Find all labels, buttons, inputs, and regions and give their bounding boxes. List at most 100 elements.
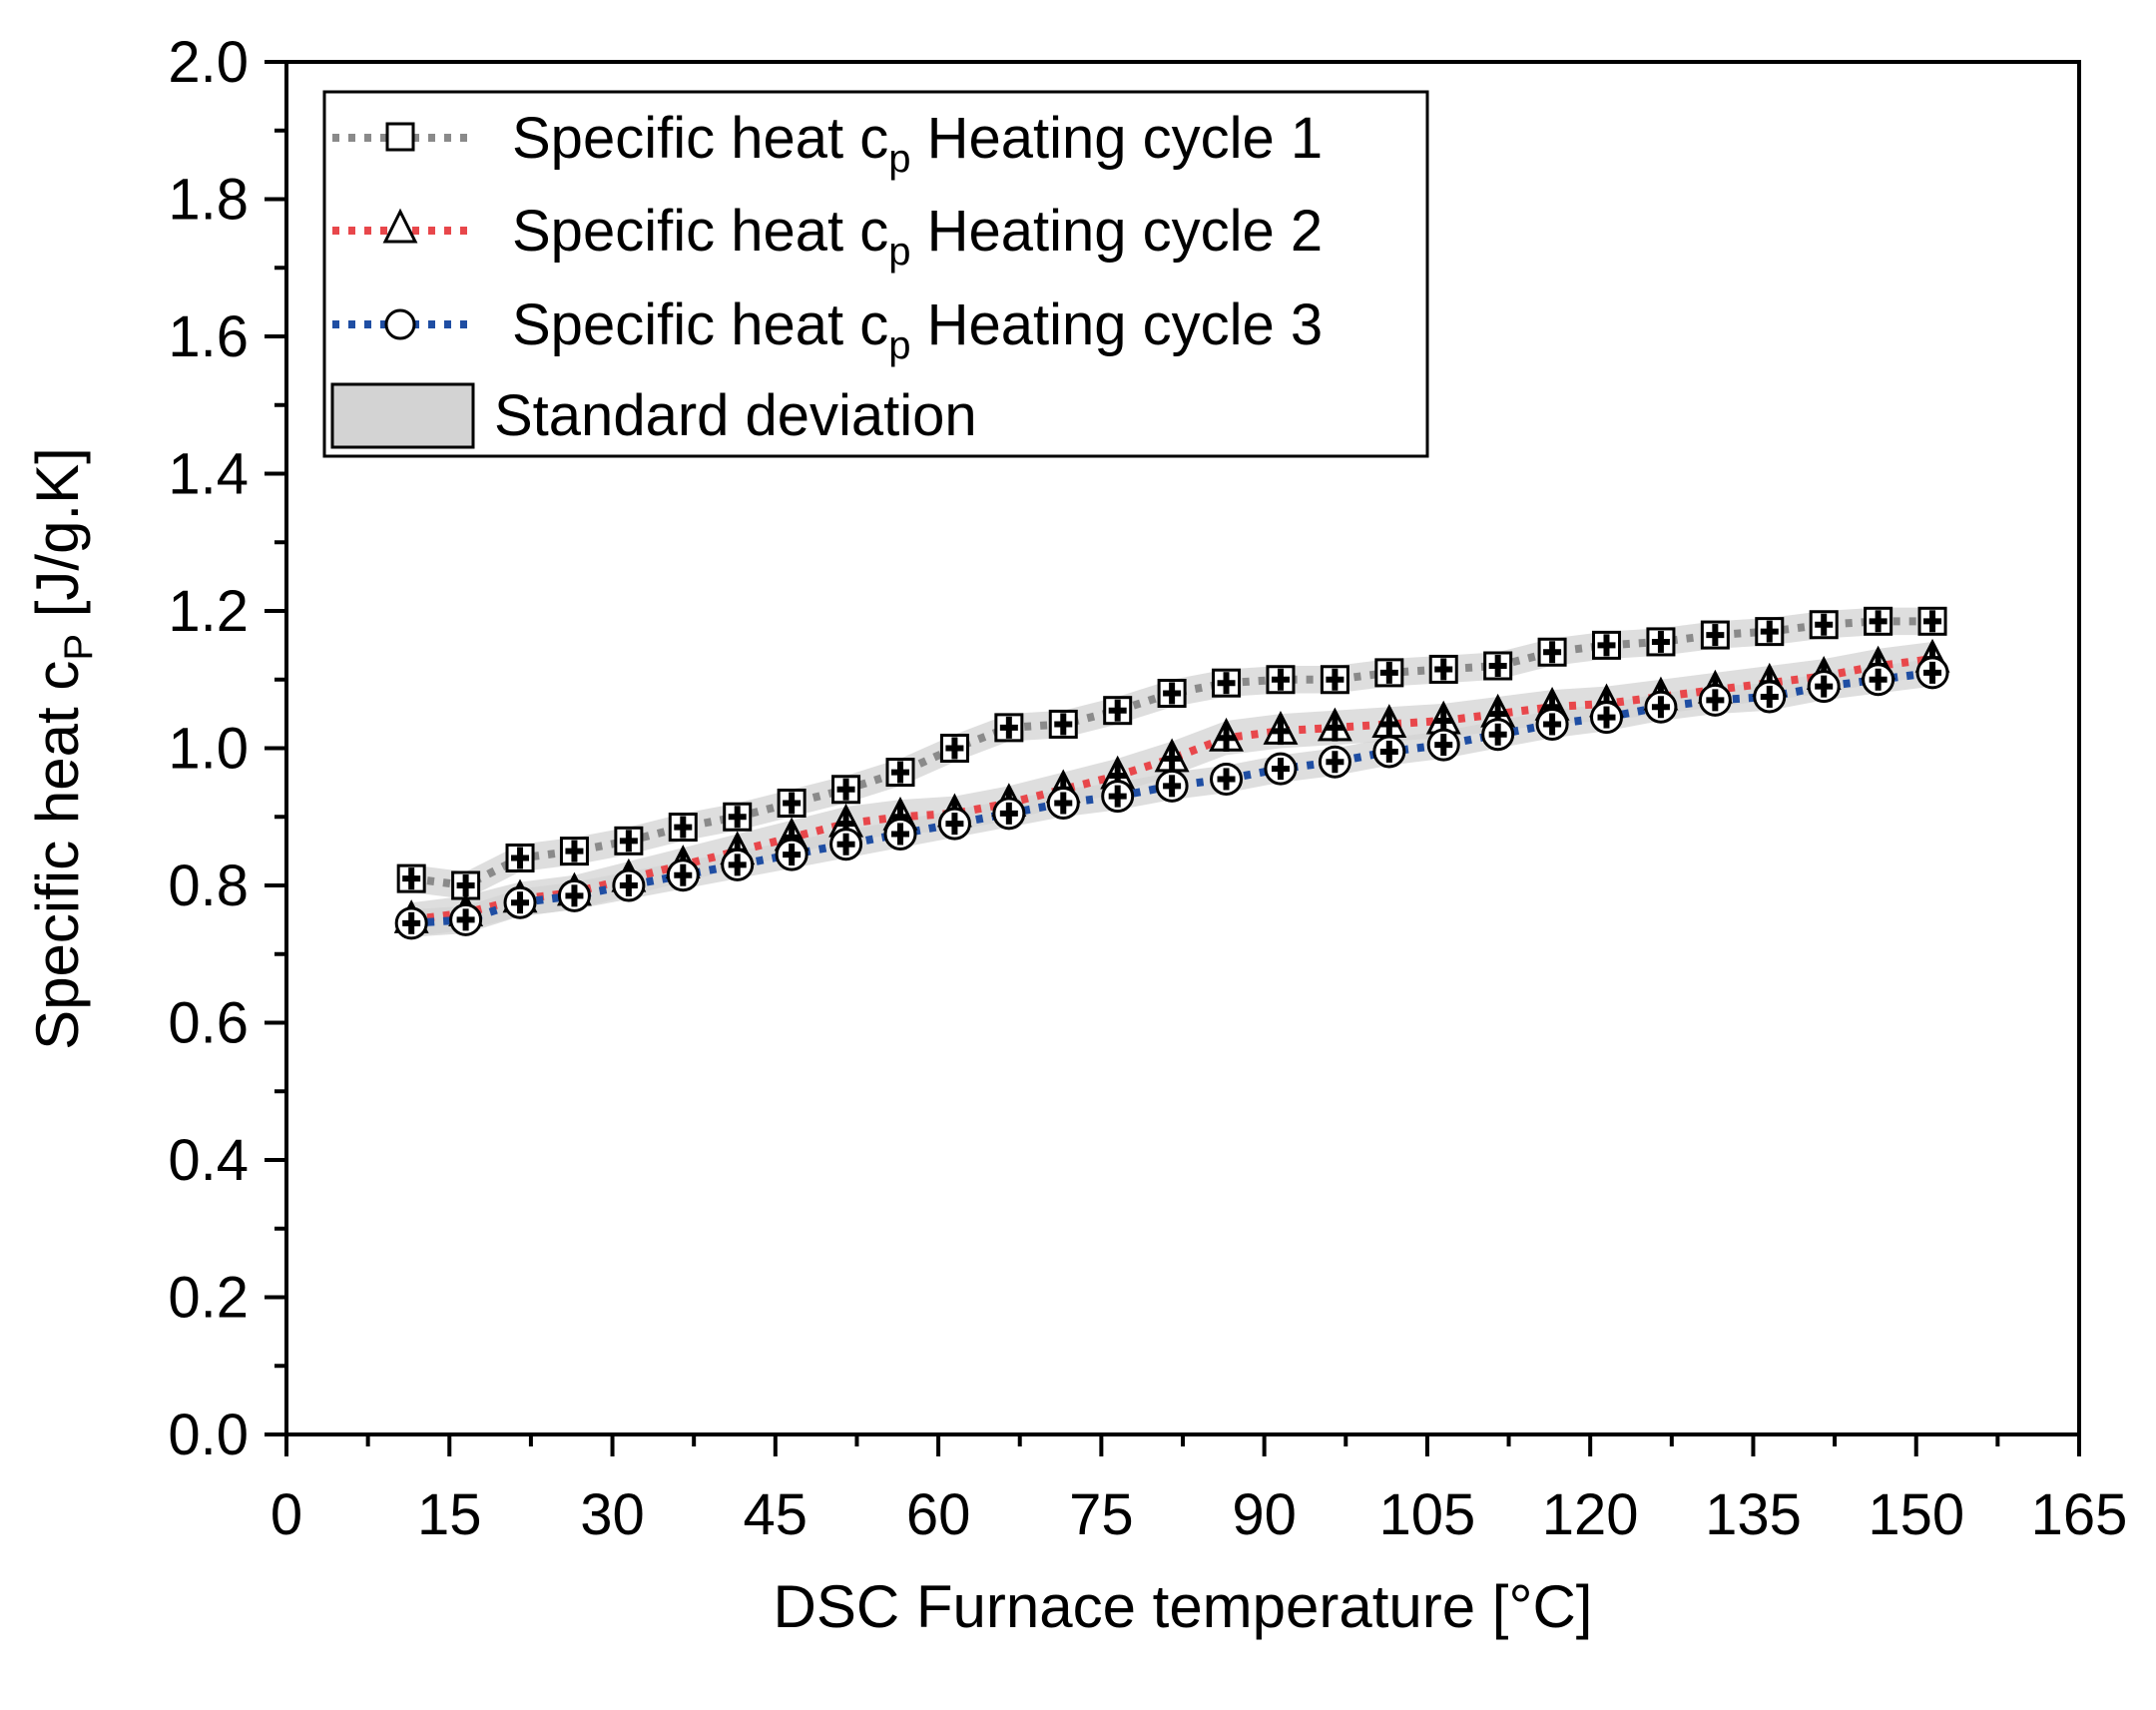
data-point-cycle-1 — [994, 713, 1024, 743]
legend-triangle-marker — [382, 208, 418, 244]
data-point-cycle-3 — [721, 848, 755, 881]
series-line-cycle-3 — [410, 668, 1933, 927]
y-tick-label: 0.6 — [168, 991, 249, 1056]
data-point-cycle-3 — [829, 828, 863, 861]
data-point-cycle-3 — [1426, 728, 1460, 762]
x-tick-label: 90 — [1232, 1482, 1297, 1547]
data-point-cycle-3 — [775, 838, 808, 871]
legend-label-cycle-2: Specific heat cp Heating cycle 2 — [512, 199, 1323, 274]
data-point-cycle-2 — [1263, 711, 1299, 746]
data-point-cycle-1 — [396, 863, 426, 893]
data-point-cycle-1 — [885, 758, 915, 788]
legend-item-std: Standard deviation — [330, 382, 977, 449]
y-tick-label: 1.8 — [168, 168, 249, 233]
x-tick-label: 30 — [580, 1482, 645, 1547]
legend-square-marker — [385, 122, 415, 152]
data-point-cycle-1 — [1483, 651, 1513, 681]
data-point-cycle-3 — [612, 868, 646, 902]
data-point-cycle-1 — [1755, 617, 1785, 647]
series-lines — [410, 617, 1933, 927]
y-tick-label: 1.0 — [168, 717, 249, 782]
data-point-cycle-3 — [1481, 718, 1515, 752]
data-point-cycle-3 — [1264, 752, 1298, 786]
data-point-cycle-3 — [1210, 762, 1244, 796]
data-point-cycle-2 — [1209, 717, 1245, 752]
data-point-cycle-3 — [937, 807, 971, 841]
y-tick-label: 1.4 — [168, 442, 249, 507]
y-tick-label: 0.4 — [168, 1128, 249, 1193]
data-point-cycle-1 — [1592, 630, 1622, 660]
x-tick-label: 135 — [1705, 1482, 1802, 1547]
data-point-cycle-1 — [1809, 610, 1839, 640]
x-tick-label: 120 — [1542, 1482, 1639, 1547]
data-point-cycle-3 — [1698, 683, 1732, 717]
series-markers — [393, 606, 1950, 940]
x-tick-label: 165 — [2031, 1482, 2128, 1547]
data-point-cycle-1 — [505, 844, 535, 872]
data-point-cycle-3 — [1753, 680, 1787, 714]
data-point-cycle-2 — [1317, 707, 1352, 742]
data-point-cycle-3 — [1155, 769, 1189, 803]
data-point-cycle-3 — [394, 906, 428, 940]
legend-std-swatch — [330, 382, 475, 449]
y-tick-label: 1.2 — [168, 579, 249, 644]
y-tick-label: 0.8 — [168, 854, 249, 918]
y-tick-label: 0.0 — [168, 1403, 249, 1467]
x-tick-label: 60 — [906, 1482, 971, 1547]
data-point-cycle-1 — [1266, 665, 1296, 695]
x-tick-label: 150 — [1868, 1482, 1964, 1547]
y-tick-label: 1.6 — [168, 304, 249, 369]
data-point-cycle-1 — [1917, 606, 1947, 636]
data-point-cycle-3 — [1644, 690, 1678, 724]
data-point-cycle-1 — [939, 734, 969, 763]
y-tick-label: 2.0 — [168, 30, 249, 95]
x-tick-label: 75 — [1069, 1482, 1134, 1547]
data-point-cycle-3 — [1318, 745, 1351, 779]
data-point-cycle-3 — [1372, 735, 1406, 769]
y-axis-title: Specific heat cP [J/g.K] — [24, 447, 101, 1050]
x-tick-label: 0 — [270, 1482, 302, 1547]
data-point-cycle-3 — [1862, 663, 1895, 697]
data-point-cycle-3 — [449, 902, 483, 936]
data-point-cycle-3 — [1535, 707, 1569, 741]
x-tick-label: 15 — [417, 1482, 482, 1547]
series-line-cycle-2 — [410, 655, 1933, 924]
data-point-cycle-1 — [723, 802, 753, 832]
legend-label-cycle-1: Specific heat cp Heating cycle 1 — [512, 106, 1323, 181]
data-point-cycle-3 — [883, 817, 917, 851]
y-ticks: 0.0 0.2 0.4 0.6 0.8 1.0 1.2 1.4 1.6 1.8 2.0 — [168, 30, 286, 1467]
data-point-cycle-1 — [1374, 658, 1404, 688]
data-point-cycle-3 — [666, 858, 700, 892]
data-point-cycle-1 — [1212, 668, 1242, 698]
data-point-cycle-1 — [1700, 620, 1730, 650]
legend-item-cycle-1: Specific heat cp Heating cycle 1 — [332, 106, 1323, 181]
data-point-cycle-3 — [1590, 701, 1624, 735]
x-ticks: 0 15 30 45 60 75 90 105 120 135 150 165 — [270, 1434, 2128, 1547]
legend: Specific heat cp Heating cycle 1 Specifi… — [322, 90, 1429, 458]
data-point-cycle-3 — [1101, 780, 1135, 814]
data-point-cycle-1 — [1048, 709, 1078, 739]
x-tick-label: 45 — [744, 1482, 808, 1547]
data-point-cycle-1 — [1646, 627, 1676, 657]
data-point-cycle-1 — [777, 789, 807, 818]
data-point-cycle-1 — [1320, 665, 1349, 695]
data-point-cycle-1 — [1157, 679, 1187, 708]
data-point-cycle-3 — [557, 878, 591, 912]
data-point-cycle-1 — [831, 775, 861, 805]
legend-label-cycle-3: Specific heat cp Heating cycle 3 — [512, 292, 1323, 367]
x-tick-label: 105 — [1379, 1482, 1476, 1547]
legend-item-cycle-3: Specific heat cp Heating cycle 3 — [332, 292, 1323, 367]
legend-box — [322, 90, 1429, 458]
y-tick-label: 0.2 — [168, 1266, 249, 1331]
data-point-cycle-1 — [614, 826, 644, 855]
data-point-cycle-1 — [1537, 637, 1567, 667]
data-point-cycle-1 — [1103, 696, 1133, 726]
legend-label-std: Standard deviation — [494, 383, 977, 448]
data-point-cycle-1 — [559, 837, 589, 866]
legend-item-cycle-2: Specific heat cp Heating cycle 2 — [332, 199, 1323, 274]
data-point-cycle-3 — [1915, 656, 1949, 690]
legend-circle-marker — [384, 308, 416, 340]
data-point-cycle-3 — [1807, 670, 1841, 704]
